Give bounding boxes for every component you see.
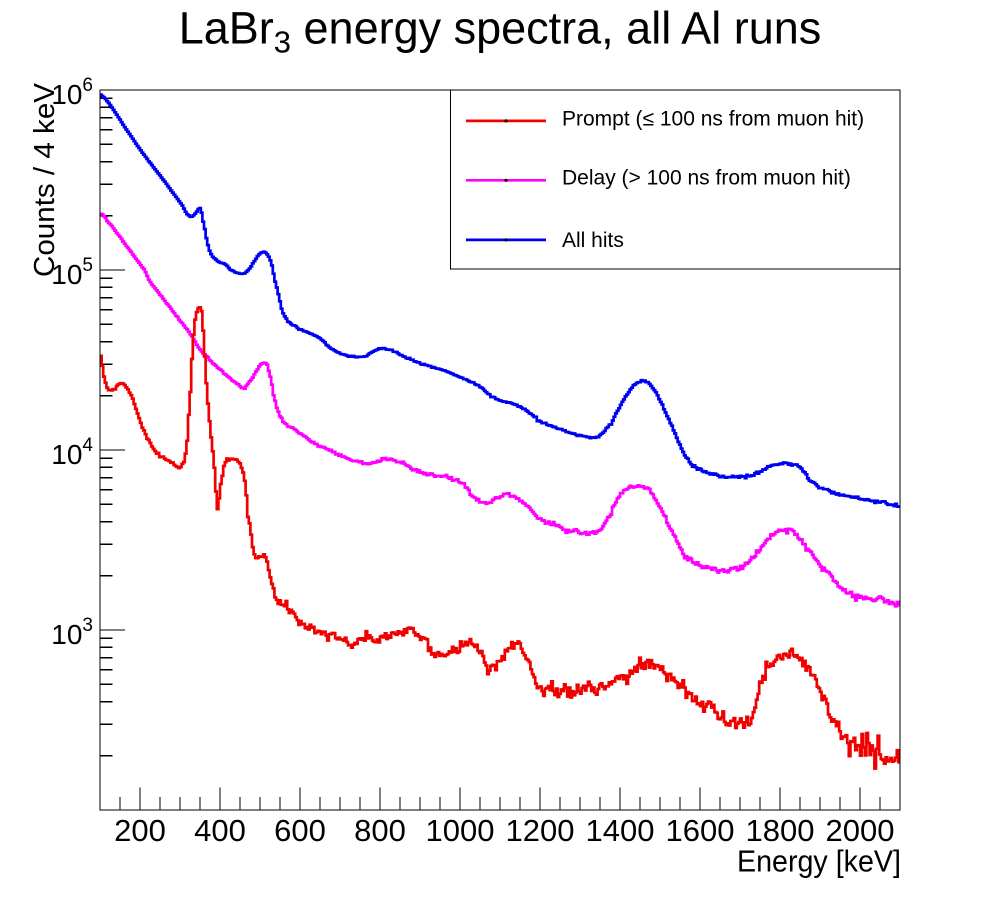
svg-text:105: 105 [51, 255, 93, 290]
svg-text:103: 103 [51, 615, 93, 650]
svg-text:1600: 1600 [666, 813, 735, 848]
svg-text:1000: 1000 [426, 813, 495, 848]
svg-text:200: 200 [114, 813, 166, 848]
svg-text:1200: 1200 [506, 813, 575, 848]
svg-text:600: 600 [274, 813, 326, 848]
svg-text:800: 800 [354, 813, 406, 848]
svg-text:LaBr3 energy spectra, all Al r: LaBr3 energy spectra, all Al runs [179, 3, 822, 60]
svg-text:1800: 1800 [746, 813, 815, 848]
svg-text:Counts / 4 keV: Counts / 4 keV [29, 82, 61, 277]
svg-text:1400: 1400 [586, 813, 655, 848]
svg-text:2000: 2000 [826, 813, 895, 848]
svg-text:106: 106 [51, 75, 93, 110]
svg-text:400: 400 [194, 813, 246, 848]
svg-text:Energy [keV]: Energy [keV] [737, 844, 901, 879]
svg-text:Prompt (≤ 100 ns from muon hit: Prompt (≤ 100 ns from muon hit) [562, 107, 864, 130]
svg-text:104: 104 [51, 435, 93, 470]
svg-text:All hits: All hits [562, 229, 624, 252]
svg-text:Delay (> 100 ns from muon hit): Delay (> 100 ns from muon hit) [562, 167, 851, 190]
